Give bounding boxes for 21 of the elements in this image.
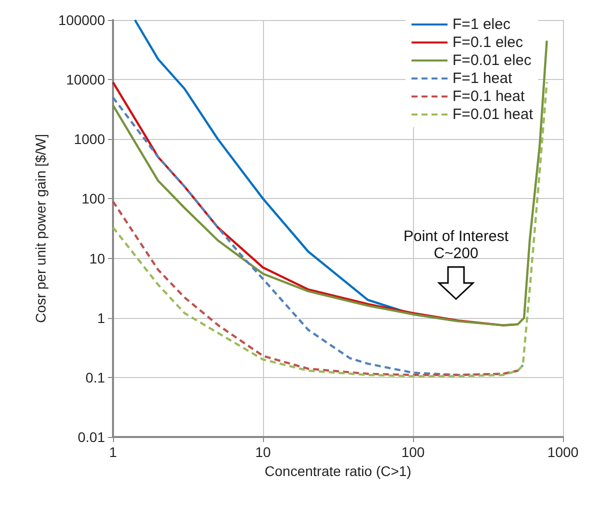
x-axis-title: Concentrate ratio (C>1) bbox=[264, 462, 412, 479]
x-tick-label: 100 bbox=[401, 444, 425, 460]
y-tick-label: 10 bbox=[89, 250, 106, 266]
legend-label: F=0.01 elec bbox=[452, 52, 532, 69]
y-tick-label: 0.01 bbox=[78, 429, 106, 445]
y-tick-label: 100000 bbox=[58, 12, 106, 28]
y-tick-label: 1 bbox=[97, 310, 106, 326]
x-tick-label: 1000 bbox=[547, 444, 579, 460]
legend-label: F=1 elec bbox=[452, 16, 511, 33]
y-tick-label: 10000 bbox=[66, 72, 106, 88]
y-tick-label: 0.1 bbox=[86, 369, 106, 386]
y-tick-label: 1000 bbox=[74, 131, 106, 148]
x-tick-label: 1 bbox=[109, 444, 118, 460]
legend-label: F=0.1 elec bbox=[452, 34, 524, 51]
y-tick-label: 100 bbox=[82, 190, 106, 207]
y-axis-title: Cosr per unit power gain [$/W] bbox=[32, 134, 48, 324]
annotation: Point of Interest C~200 bbox=[402, 228, 510, 262]
legend-label: F=0.01 heat bbox=[452, 106, 534, 123]
legend-label: F=1 heat bbox=[452, 70, 513, 87]
x-tick-label: 10 bbox=[255, 444, 271, 460]
legend-label: F=0.1 heat bbox=[452, 88, 526, 105]
